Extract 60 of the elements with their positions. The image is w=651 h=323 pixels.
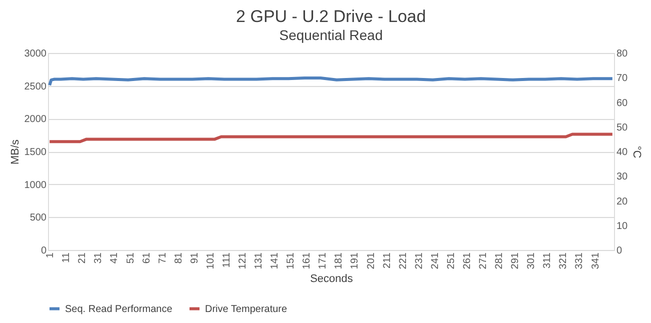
y-tick-label: 2000 [24,114,47,126]
line-series [48,76,614,87]
y2-tick-label: 40 [616,147,628,158]
x-tick-label: 41 [109,252,120,264]
x-tick-label: 81 [173,252,184,264]
x-tick-label: 301 [526,252,538,270]
x-tick-label: 51 [125,252,136,264]
x-tick-label: 331 [574,252,586,270]
legend-label: Seq. Read Performance [65,304,173,315]
x-tick-label: 231 [414,252,425,270]
y2-axis-title: °C [630,146,643,158]
x-tick-label: 291 [510,252,522,270]
x-tick-label: 11 [61,252,72,263]
y-tick-label: 1500 [24,147,47,158]
x-tick-label: 311 [542,252,554,268]
y-tick-label: 1000 [24,180,47,191]
x-tick-label: 1 [45,252,56,258]
legend-label: Drive Temperature [205,304,288,315]
y2-tick-label: 60 [616,98,628,109]
x-tick-label: 241 [430,252,441,270]
x-tick-label: 101 [205,252,216,270]
x-axis-title: Seconds [310,273,354,286]
y2-tick-label: 80 [616,48,628,60]
y2-tick-label: 20 [616,196,628,208]
x-tick-label: 221 [398,252,409,270]
y2-tick-label: 10 [616,220,628,232]
x-tick-label: 201 [366,252,377,270]
y2-tick-label: 50 [616,122,628,134]
y2-tick-label: 30 [616,172,628,183]
y-tick-label: 500 [30,212,47,224]
y2-tick-label: 0 [616,246,622,256]
x-tick-label: 191 [350,252,361,270]
chart-title: 2 GPU - U.2 Drive - Load [236,7,426,26]
x-tick-label: 61 [141,252,152,264]
x-tick-label: 181 [334,252,345,270]
x-tick-label: 251 [446,252,457,270]
x-tick-label: 161 [302,252,313,270]
y-tick-label: 2500 [24,81,47,92]
x-tick-label: 321 [558,252,570,270]
y2-tick-label: 70 [616,73,628,84]
x-tick-label: 151 [286,252,297,270]
x-tick-label: 21 [77,252,88,264]
x-tick-label: 271 [478,252,490,270]
x-tick-label: 281 [494,252,506,270]
y-axis-title: MB/s [9,138,22,165]
x-tick-label: 341 [590,252,602,270]
y-tick-label: 3000 [24,48,47,60]
x-tick-label: 111 [221,252,232,268]
x-tick-label: 141 [270,252,281,270]
x-tick-label: 131 [254,252,265,270]
y-tick-label: 0 [40,246,47,256]
x-tick-label: 121 [238,252,249,270]
x-tick-label: 171 [318,252,329,270]
line-series [48,132,614,144]
x-tick-label: 211 [382,252,393,268]
chart-subtitle: Sequential Read [279,27,383,43]
x-tick-label: 71 [157,252,168,264]
x-tick-label: 31 [93,252,104,264]
x-tick-label: 91 [189,252,200,264]
x-tick-label: 261 [462,252,473,270]
